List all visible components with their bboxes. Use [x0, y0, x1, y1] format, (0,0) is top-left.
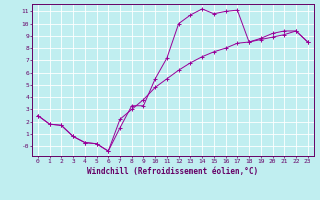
X-axis label: Windchill (Refroidissement éolien,°C): Windchill (Refroidissement éolien,°C): [87, 167, 258, 176]
